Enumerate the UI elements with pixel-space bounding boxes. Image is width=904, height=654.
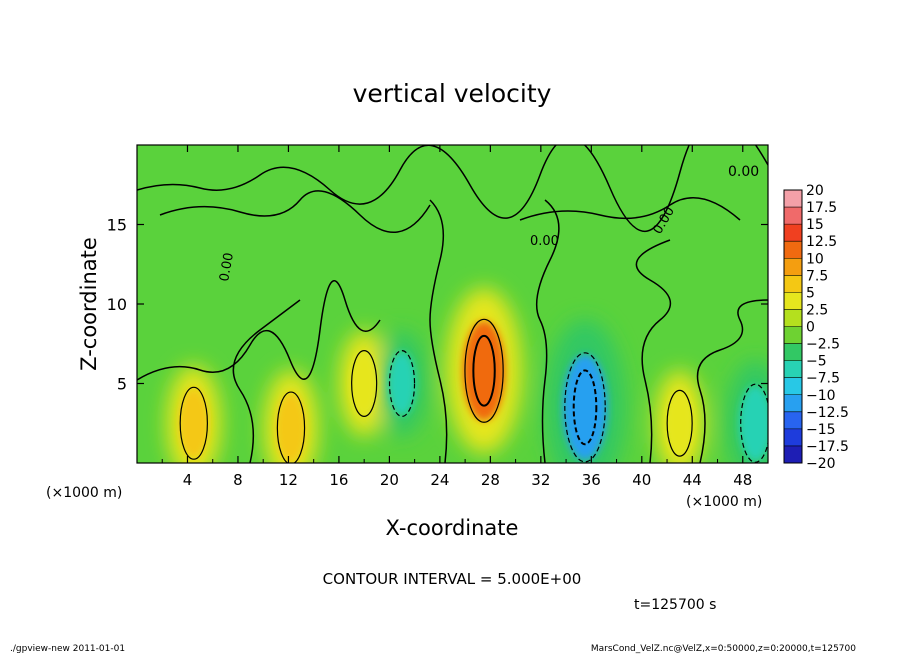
colorbar-swatch-8 bbox=[784, 326, 802, 345]
colorbar-swatch-1 bbox=[784, 207, 802, 225]
contour-label-1: 0.00 bbox=[728, 164, 759, 180]
y-tick-label-2: 15 bbox=[107, 216, 127, 235]
colorbar-swatch-12 bbox=[784, 394, 802, 413]
contour-zero-top-3 bbox=[519, 197, 741, 221]
feature-contour-1 bbox=[276, 391, 306, 463]
contour-zero-mid bbox=[232, 299, 301, 463]
x-axis-label: X-coordinate bbox=[386, 516, 519, 540]
colorbar-label-5: 7.5 bbox=[806, 268, 828, 284]
feature-core-4 bbox=[463, 320, 506, 421]
contour-zero-center-left bbox=[429, 199, 448, 463]
colorbar-swatch-15 bbox=[784, 445, 802, 464]
colorbar-swatch-0 bbox=[784, 190, 802, 208]
feature-core-0 bbox=[178, 388, 209, 459]
x-tick-label-6: 28 bbox=[481, 471, 500, 489]
x-tick-label-0: 4 bbox=[183, 471, 193, 489]
contour-lines bbox=[137, 145, 768, 463]
colorbar-label-0: 20 bbox=[806, 183, 824, 199]
x-unit-left: (×1000 m) bbox=[46, 485, 122, 501]
feature-core-5 bbox=[562, 354, 608, 461]
colorbar-swatch-13 bbox=[784, 411, 802, 430]
contour-label-2: 0.00 bbox=[530, 234, 559, 249]
colorbar-label-6: 5 bbox=[806, 285, 815, 301]
x-tick-label-5: 24 bbox=[430, 471, 449, 489]
y-axis: 5 10 15 bbox=[107, 216, 768, 394]
colorbar-label-2: 15 bbox=[806, 217, 824, 233]
y-tick-label-0: 5 bbox=[117, 375, 127, 394]
colorbar-swatch-14 bbox=[784, 428, 802, 447]
feature-core-6 bbox=[665, 391, 694, 456]
x-axis: 4 8 12 16 20 24 28 32 36 40 44 48 bbox=[161, 145, 752, 489]
contour-zero-left bbox=[137, 280, 381, 381]
feature-contour-4 bbox=[464, 318, 504, 423]
colorbar-label-8: 0 bbox=[806, 320, 815, 336]
contour-interval: CONTOUR INTERVAL = 5.000E+00 bbox=[323, 570, 582, 588]
colorbar-label-7: 2.5 bbox=[806, 302, 828, 318]
feature-contour-0 bbox=[179, 386, 208, 460]
feature-contour-7 bbox=[740, 383, 768, 463]
colorbar-label-14: −15 bbox=[806, 422, 836, 438]
contour-zero-top-2 bbox=[159, 190, 431, 233]
y-tick-label-1: 10 bbox=[107, 295, 127, 314]
colorbar-swatch-11 bbox=[784, 377, 802, 396]
field-cores bbox=[178, 320, 768, 463]
feature-core-2 bbox=[350, 351, 378, 416]
colorbar-label-10: −5 bbox=[806, 354, 827, 370]
contour-zero-right bbox=[635, 239, 672, 463]
contour-zero-top bbox=[137, 145, 768, 233]
x-tick-label-10: 44 bbox=[683, 471, 702, 489]
colorbar-label-13: −12.5 bbox=[806, 405, 849, 421]
feature-core-3 bbox=[388, 351, 416, 416]
feature-contour-2 bbox=[351, 350, 378, 417]
x-tick-label-9: 40 bbox=[632, 471, 651, 489]
x-tick-label-4: 20 bbox=[380, 471, 399, 489]
colorbar-label-16: −20 bbox=[806, 456, 836, 472]
colorbar-label-4: 10 bbox=[806, 251, 824, 267]
feature-contour-inner-4 bbox=[472, 334, 496, 407]
colorbar-swatch-4 bbox=[784, 258, 802, 276]
colorbar-swatch-3 bbox=[784, 241, 802, 259]
contour-label-3: 0.00 bbox=[217, 252, 237, 283]
colorbar-label-1: 17.5 bbox=[806, 200, 837, 216]
colorbar-label-3: 12.5 bbox=[806, 234, 837, 250]
x-tick-label-11: 48 bbox=[733, 471, 752, 489]
feature-contour-6 bbox=[666, 389, 693, 457]
chart-title: vertical velocity bbox=[353, 79, 552, 108]
contour-zero-far-right bbox=[696, 299, 768, 463]
contour-zero-center-right bbox=[535, 199, 560, 463]
contour-cores bbox=[179, 318, 768, 463]
x-tick-label-8: 36 bbox=[582, 471, 601, 489]
feature-contour-3 bbox=[388, 350, 416, 417]
colorbar-label-9: −2.5 bbox=[806, 337, 840, 353]
x-tick-label-2: 12 bbox=[279, 471, 298, 489]
colorbar-swatch-7 bbox=[784, 309, 802, 327]
feature-contour-inner-5 bbox=[572, 369, 598, 446]
x-unit-right: (×1000 m) bbox=[686, 494, 762, 510]
feature-core-1 bbox=[276, 393, 306, 463]
feature-contour-5 bbox=[564, 352, 606, 463]
footer-right: MarsCond_VelZ.nc@VelZ,x=0:50000,z=0:2000… bbox=[591, 644, 856, 654]
colorbar-swatch-6 bbox=[784, 292, 802, 310]
feature-core-7 bbox=[739, 385, 768, 462]
y-axis-label: Z-coordinate bbox=[77, 237, 101, 371]
x-tick-label-3: 16 bbox=[329, 471, 348, 489]
time-label: t=125700 s bbox=[634, 597, 716, 613]
colorbar-swatch-9 bbox=[784, 343, 802, 362]
colorbar-swatch-10 bbox=[784, 360, 802, 379]
colorbar-label-12: −10 bbox=[806, 388, 836, 404]
colorbar-label-15: −17.5 bbox=[806, 439, 849, 455]
colorbar-swatch-2 bbox=[784, 224, 802, 242]
colorbar-swatch-5 bbox=[784, 275, 802, 293]
x-tick-label-7: 32 bbox=[531, 471, 550, 489]
colorbar-label-11: −7.5 bbox=[806, 371, 840, 387]
footer-left: ./gpview-new 2011-01-01 bbox=[10, 644, 125, 654]
plot-area bbox=[137, 145, 768, 463]
x-tick-label-1: 8 bbox=[233, 471, 243, 489]
